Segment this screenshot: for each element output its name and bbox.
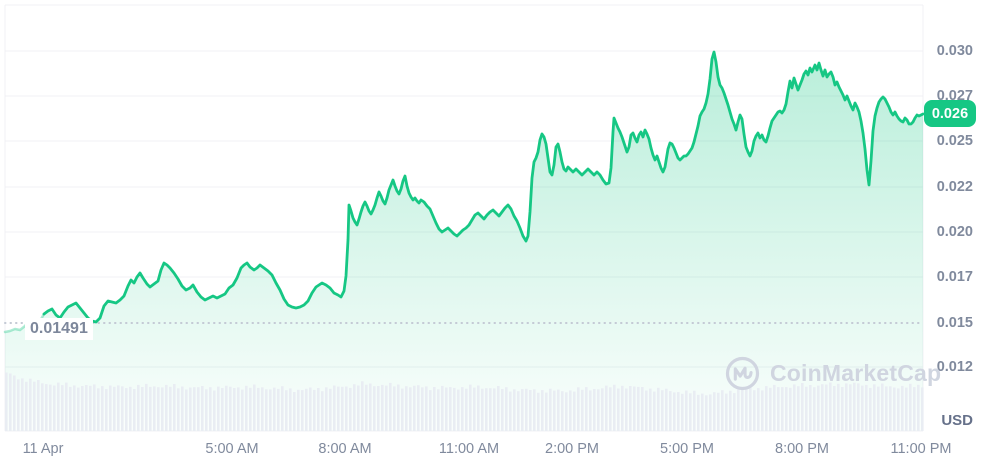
x-tick-label: 11 Apr: [22, 441, 64, 457]
volume-bars: [5, 372, 924, 431]
x-tick-label: 11:00 PM: [890, 441, 952, 457]
current-price-badge: 0.026: [924, 100, 976, 127]
reference-price-label: 0.01491: [25, 318, 93, 340]
y-tick-label: 0.017: [936, 269, 973, 285]
y-tick-label: 0.025: [936, 133, 973, 149]
y-tick-label: 0.012: [936, 359, 973, 375]
x-tick-label: 5:00 PM: [660, 441, 714, 457]
y-tick-label: 0.015: [936, 315, 973, 331]
y-tick-label: 0.020: [936, 224, 973, 240]
x-tick-label: 11:00 AM: [438, 441, 500, 457]
x-tick-label: 5:00 AM: [205, 441, 259, 457]
usd-unit-label: USD: [941, 412, 973, 429]
x-tick-label: 8:00 PM: [775, 441, 829, 457]
x-tick-label: 2:00 PM: [545, 441, 599, 457]
price-line: [42, 50, 925, 324]
y-tick-label: 0.022: [936, 179, 973, 195]
y-tick-label: 0.030: [936, 43, 973, 59]
x-tick-label: 8:00 AM: [318, 441, 372, 457]
